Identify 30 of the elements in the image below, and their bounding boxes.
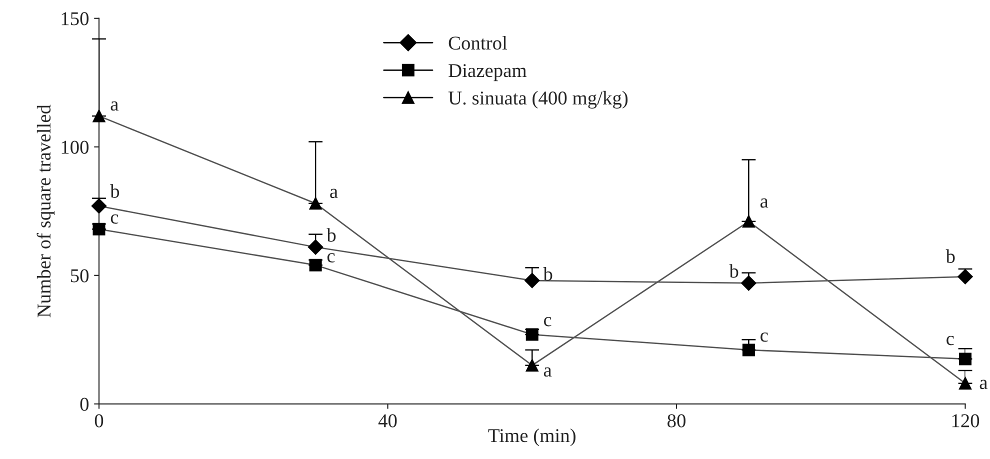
x-axis-title: Time (min) — [488, 428, 576, 446]
y-tick-label: 50 — [70, 269, 89, 282]
annotation: b — [110, 184, 120, 198]
annotation: c — [760, 332, 768, 342]
annotation: b — [326, 228, 336, 242]
annotation: c — [110, 214, 118, 224]
annotation: c — [946, 336, 954, 346]
x-tick-label: 80 — [668, 414, 686, 428]
annotation: a — [760, 198, 768, 208]
annotation: b — [543, 267, 552, 281]
annotation: b — [729, 264, 738, 278]
x-tick-label: 0 — [94, 414, 104, 428]
annotation: b — [946, 249, 955, 263]
y-tick-label: 0 — [80, 398, 89, 411]
y-tick-label: 100 — [62, 140, 89, 154]
annotation: a — [110, 101, 118, 111]
x-tick-label: 40 — [378, 414, 397, 428]
annotation: c — [327, 253, 335, 263]
y-tick-label: 150 — [62, 12, 89, 26]
legend-label: Control — [448, 36, 508, 50]
annotation: c — [544, 317, 552, 326]
annotation: a — [980, 380, 988, 390]
y-axis-title: Number of square travelled — [36, 104, 55, 318]
point — [92, 110, 106, 122]
annotation: a — [544, 367, 552, 377]
x-tick-label: 120 — [952, 414, 980, 428]
point — [309, 197, 322, 210]
annotation: a — [330, 188, 338, 198]
legend-label: Diazepam — [448, 64, 527, 82]
legend-label: U. sinuata (400 mg/kg) — [448, 90, 628, 109]
